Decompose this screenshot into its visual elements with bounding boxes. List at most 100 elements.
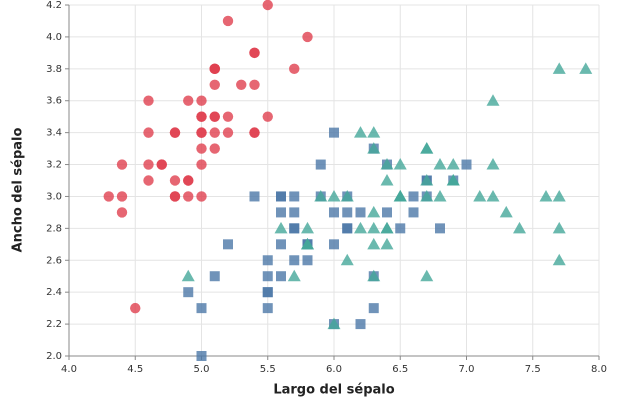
point [327, 189, 341, 202]
point [143, 95, 154, 106]
point [420, 189, 434, 202]
point [116, 191, 128, 202]
point [486, 189, 500, 202]
point [420, 142, 434, 154]
point [169, 191, 181, 202]
point [143, 175, 154, 186]
point [274, 221, 288, 234]
point [276, 239, 286, 250]
point [116, 207, 128, 218]
point [539, 189, 553, 202]
point [276, 191, 286, 202]
point [393, 189, 407, 202]
point [461, 159, 472, 170]
y-tick-label: 2.8 [46, 223, 62, 234]
point [340, 189, 354, 202]
point [222, 15, 234, 27]
point [169, 127, 181, 138]
y-tick-label: 2.6 [46, 255, 62, 266]
point [289, 207, 300, 218]
point [342, 223, 353, 234]
y-tick-label: 3.4 [46, 128, 62, 139]
point [196, 303, 207, 314]
point [367, 237, 381, 250]
point [183, 287, 194, 298]
point [329, 127, 339, 138]
x-tick-label: 4.5 [127, 364, 143, 375]
point [354, 126, 367, 138]
point [367, 269, 381, 282]
point [196, 191, 207, 202]
point [249, 47, 260, 59]
point [289, 223, 300, 234]
point [367, 142, 381, 154]
point [116, 159, 128, 170]
point [393, 158, 407, 170]
point [169, 175, 181, 186]
x-axis-title: Largo del sépalo [273, 383, 394, 398]
point [433, 158, 447, 170]
point [156, 159, 167, 170]
point [289, 255, 300, 266]
point [315, 159, 326, 170]
point [183, 175, 194, 186]
point [340, 253, 354, 266]
point [183, 191, 194, 202]
point [301, 221, 314, 234]
point [314, 189, 328, 202]
point [289, 191, 300, 202]
y-tick-label: 3.6 [46, 96, 62, 107]
x-tick-label: 6.5 [392, 364, 408, 375]
point [262, 303, 273, 314]
x-tick-label: 4.0 [61, 364, 77, 375]
point [222, 127, 234, 138]
point [222, 111, 234, 122]
y-tick-label: 4.0 [46, 32, 62, 43]
point [302, 255, 313, 266]
point [513, 221, 526, 234]
point [130, 302, 141, 314]
y-tick-label: 2.4 [46, 287, 62, 298]
y-axis-title: Ancho del sépalo [11, 128, 26, 253]
point [329, 239, 339, 250]
point [302, 31, 313, 43]
point [367, 205, 381, 218]
point [380, 221, 394, 234]
y-tick-label: 4.2 [46, 0, 62, 11]
point [209, 63, 220, 75]
x-tick-label: 6.0 [326, 364, 342, 375]
y-tick-label: 2.2 [46, 319, 62, 330]
point [262, 271, 273, 282]
point [355, 319, 366, 330]
point [289, 63, 300, 75]
x-tick-label: 5.5 [260, 364, 276, 375]
x-tick-label: 7.5 [525, 364, 541, 375]
point [209, 127, 220, 138]
y-tick-label: 3.0 [46, 191, 62, 202]
point [262, 111, 273, 122]
point [329, 207, 339, 218]
point [276, 271, 286, 282]
point [380, 237, 394, 250]
point [486, 158, 500, 170]
point [196, 159, 207, 170]
point [408, 207, 419, 218]
point [408, 191, 419, 202]
point [486, 94, 500, 106]
point [368, 303, 379, 314]
point [196, 127, 207, 138]
point [287, 269, 301, 282]
point [552, 253, 566, 266]
point [395, 223, 406, 234]
point [262, 255, 273, 266]
point [249, 127, 260, 138]
point [552, 221, 566, 234]
point [499, 205, 513, 218]
point [103, 191, 114, 202]
point [209, 271, 220, 282]
point [382, 207, 392, 218]
point [380, 158, 394, 170]
x-tick-label: 5.0 [194, 364, 210, 375]
point [420, 269, 434, 282]
point [181, 269, 195, 282]
